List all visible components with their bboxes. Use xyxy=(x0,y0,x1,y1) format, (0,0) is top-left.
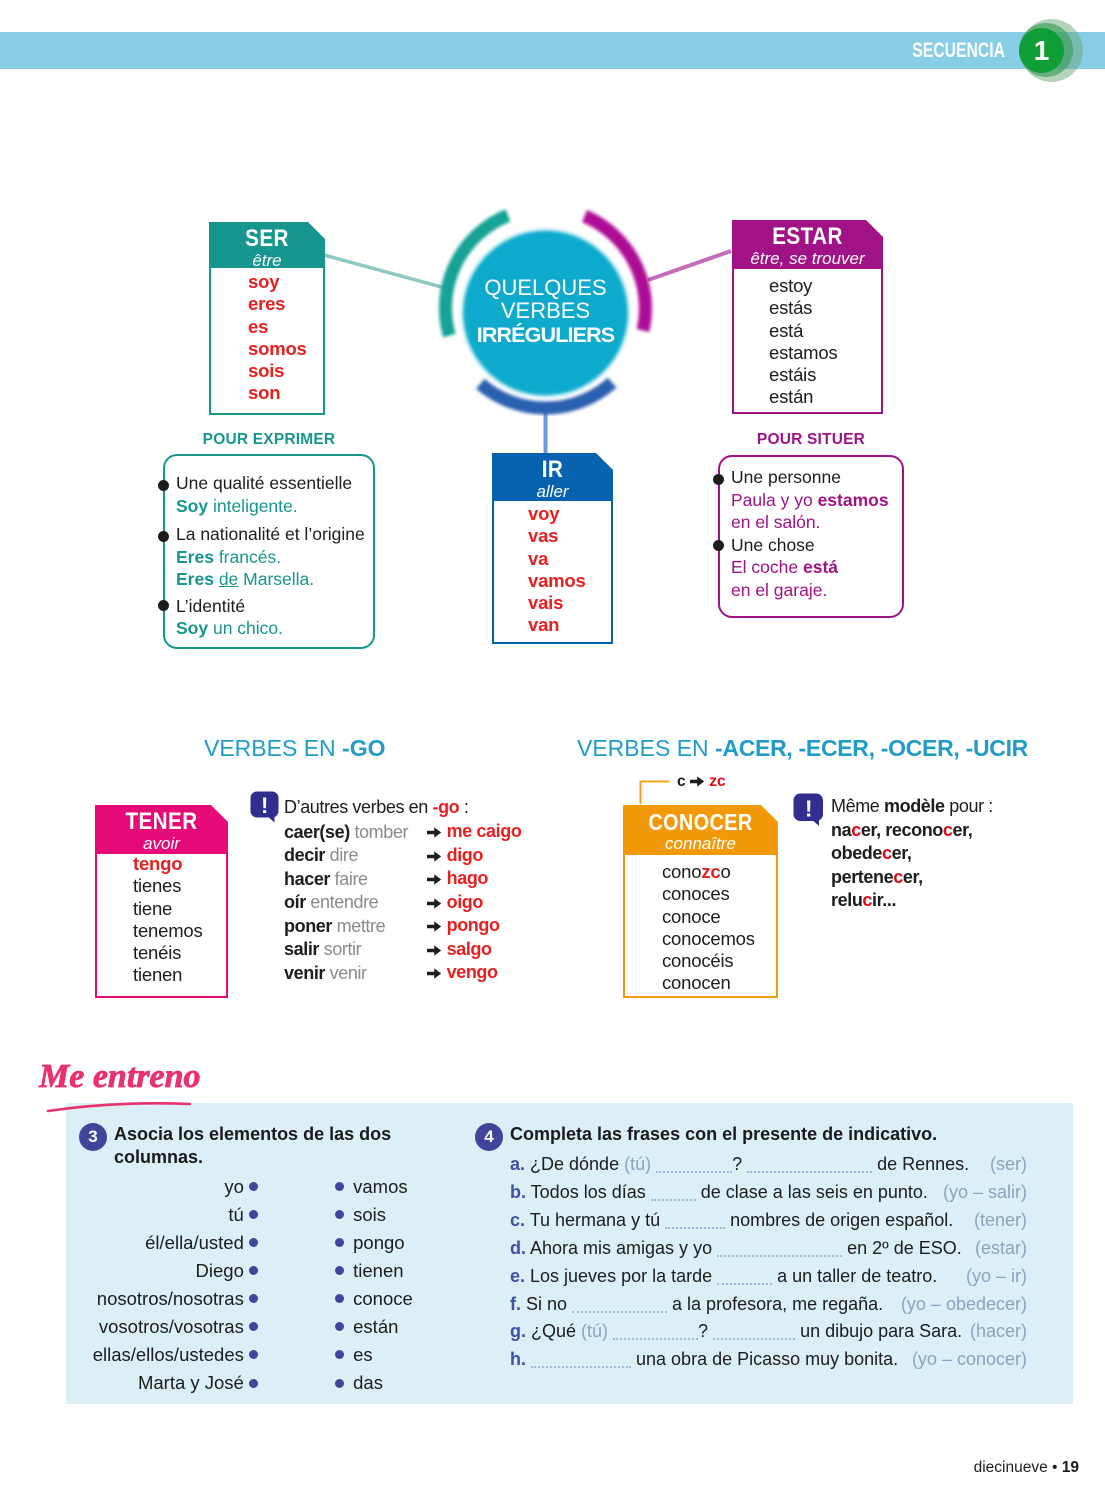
svg-text:!: ! xyxy=(805,796,813,822)
svg-text:QUELQUES: QUELQUES xyxy=(484,275,606,300)
svg-text:VERBES: VERBES xyxy=(501,298,590,323)
svg-text:!: ! xyxy=(261,793,268,818)
svg-text:IRRÉGULIERS: IRRÉGULIERS xyxy=(477,322,615,347)
